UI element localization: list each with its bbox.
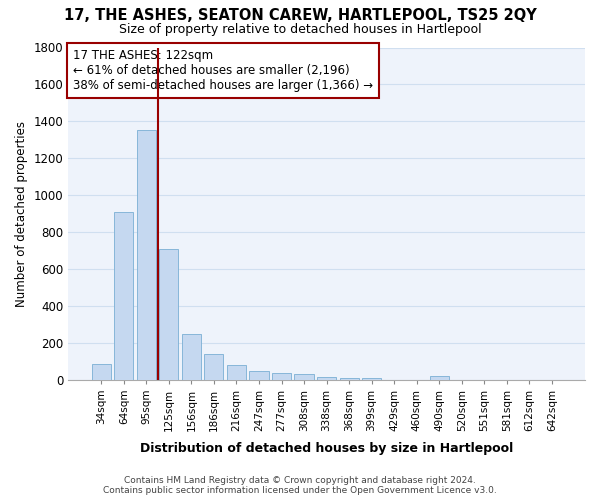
Text: Contains HM Land Registry data © Crown copyright and database right 2024.
Contai: Contains HM Land Registry data © Crown c… <box>103 476 497 495</box>
Bar <box>205 354 223 380</box>
Bar <box>114 212 133 380</box>
Text: 17 THE ASHES: 122sqm
← 61% of detached houses are smaller (2,196)
38% of semi-de: 17 THE ASHES: 122sqm ← 61% of detached h… <box>73 49 373 92</box>
Bar <box>272 374 291 380</box>
Bar <box>137 130 156 380</box>
Y-axis label: Number of detached properties: Number of detached properties <box>15 120 28 306</box>
Bar <box>340 378 359 380</box>
Text: 17, THE ASHES, SEATON CAREW, HARTLEPOOL, TS25 2QY: 17, THE ASHES, SEATON CAREW, HARTLEPOOL,… <box>64 8 536 22</box>
Bar <box>227 365 246 380</box>
Bar <box>317 377 336 380</box>
Bar <box>92 364 111 380</box>
Bar <box>182 334 201 380</box>
Bar <box>362 378 381 380</box>
X-axis label: Distribution of detached houses by size in Hartlepool: Distribution of detached houses by size … <box>140 442 513 455</box>
Text: Size of property relative to detached houses in Hartlepool: Size of property relative to detached ho… <box>119 22 481 36</box>
Bar <box>295 374 314 380</box>
Bar <box>430 376 449 380</box>
Bar <box>159 248 178 380</box>
Bar <box>250 370 269 380</box>
